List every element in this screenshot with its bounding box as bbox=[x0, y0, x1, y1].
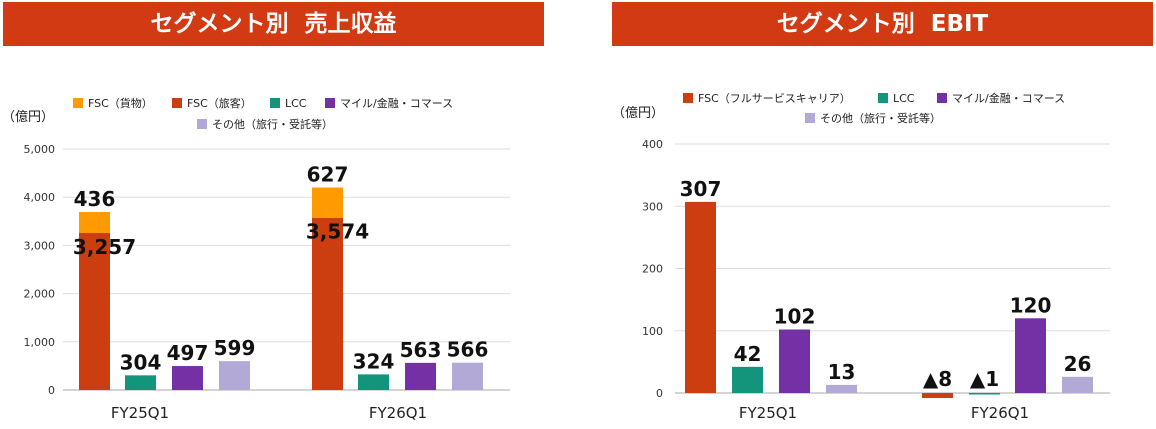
y-tick-label: 5,000 bbox=[24, 143, 56, 156]
legend-label: FSC（貨物） bbox=[88, 96, 153, 110]
bar-series-c bbox=[219, 361, 250, 390]
y-tick-label: 3,000 bbox=[24, 239, 56, 252]
data-label: 42 bbox=[734, 342, 762, 366]
bar-series-d bbox=[1062, 376, 1093, 393]
data-label-fsc-passenger: 3,257 bbox=[73, 235, 136, 259]
bar-fsc-passenger bbox=[79, 233, 110, 390]
bar-series-a bbox=[125, 375, 156, 390]
ebit-panel: セグメント別 EBIT FSC（フルサービスキャリア） LCC マイル/金融・コマー… bbox=[580, 0, 1156, 429]
data-label: 304 bbox=[120, 350, 162, 374]
data-label: 13 bbox=[828, 360, 856, 384]
y-tick-label: 100 bbox=[642, 325, 663, 338]
legend-label: マイル/金融・コマース bbox=[340, 96, 453, 110]
x-category-label: FY26Q1 bbox=[369, 404, 427, 422]
x-category-label: FY25Q1 bbox=[739, 404, 797, 422]
bar-series-c bbox=[452, 362, 483, 390]
data-label: 563 bbox=[400, 338, 442, 362]
x-category-label: FY25Q1 bbox=[111, 404, 169, 422]
y-tick-label: 300 bbox=[642, 200, 663, 213]
legend-swatch bbox=[73, 98, 83, 108]
y-tick-label: 0 bbox=[48, 384, 55, 397]
bar-fsc-passenger bbox=[312, 217, 343, 390]
legend-swatch bbox=[878, 93, 888, 103]
y-tick-label: 2,000 bbox=[24, 288, 56, 301]
legend-swatch bbox=[683, 93, 693, 103]
x-category-label: FY26Q1 bbox=[971, 404, 1029, 422]
bar-fsc-cargo bbox=[312, 187, 343, 218]
revenue-panel: セグメント別 売上収益 FSC（貨物） FSC（旅客） LCC マイル/金融・コマース… bbox=[0, 0, 560, 429]
bar-series-b bbox=[172, 366, 203, 390]
ebit-banner-title: セグメント別 EBIT bbox=[612, 2, 1153, 46]
bar-series-c bbox=[1015, 318, 1046, 393]
y-tick-label: 200 bbox=[642, 263, 663, 276]
y-tick-label: 1,000 bbox=[24, 336, 56, 349]
legend-swatch bbox=[937, 93, 947, 103]
bar-series-d bbox=[826, 384, 857, 393]
bar-series-a bbox=[922, 393, 953, 398]
data-label: 497 bbox=[167, 341, 209, 365]
bar-series-a bbox=[358, 374, 389, 390]
legend-label: LCC bbox=[285, 97, 307, 110]
data-label: 102 bbox=[774, 305, 816, 329]
data-label: ▲1 bbox=[970, 367, 999, 391]
data-label: 26 bbox=[1064, 352, 1092, 376]
bar-fsc-cargo bbox=[79, 211, 110, 234]
data-label: ▲8 bbox=[923, 367, 952, 391]
bar-series-c bbox=[779, 329, 810, 393]
bar-series-a bbox=[685, 201, 716, 393]
legend-swatch bbox=[197, 119, 207, 129]
revenue-banner-title: セグメント別 売上収益 bbox=[3, 2, 544, 46]
y-axis-unit: （億円） bbox=[2, 109, 54, 125]
legend-label: LCC bbox=[893, 92, 915, 105]
legend-swatch bbox=[270, 98, 280, 108]
legend-label: FSC（フルサービスキャリア） bbox=[698, 92, 851, 105]
data-label-fsc-cargo: 627 bbox=[307, 163, 349, 187]
y-tick-label: 0 bbox=[656, 387, 663, 400]
ebit-chart: FSC（フルサービスキャリア） LCC マイル/金融・コマースその他（旅行・受託等）… bbox=[612, 91, 1110, 422]
legend-label: その他（旅行・受託等） bbox=[820, 111, 941, 125]
legend-label: FSC（旅客） bbox=[187, 96, 252, 110]
y-axis-unit: （億円） bbox=[612, 105, 664, 121]
legend-swatch bbox=[172, 98, 182, 108]
data-label: 307 bbox=[680, 177, 722, 201]
bar-series-b bbox=[969, 393, 1000, 395]
data-label-fsc-passenger: 3,574 bbox=[306, 220, 369, 244]
data-label: 599 bbox=[214, 336, 256, 360]
bar-series-b bbox=[405, 362, 436, 390]
data-label: 324 bbox=[353, 349, 395, 373]
bar-series-b bbox=[732, 366, 763, 393]
legend-swatch bbox=[805, 113, 815, 123]
legend-label: マイル/金融・コマース bbox=[952, 91, 1065, 105]
y-tick-label: 400 bbox=[642, 138, 663, 151]
data-label: 566 bbox=[447, 338, 489, 362]
legend-swatch bbox=[325, 98, 335, 108]
data-label: 120 bbox=[1010, 293, 1052, 317]
legend-label: その他（旅行・受託等） bbox=[212, 117, 333, 131]
y-tick-label: 4,000 bbox=[24, 191, 56, 204]
data-label-fsc-cargo: 436 bbox=[74, 187, 116, 211]
